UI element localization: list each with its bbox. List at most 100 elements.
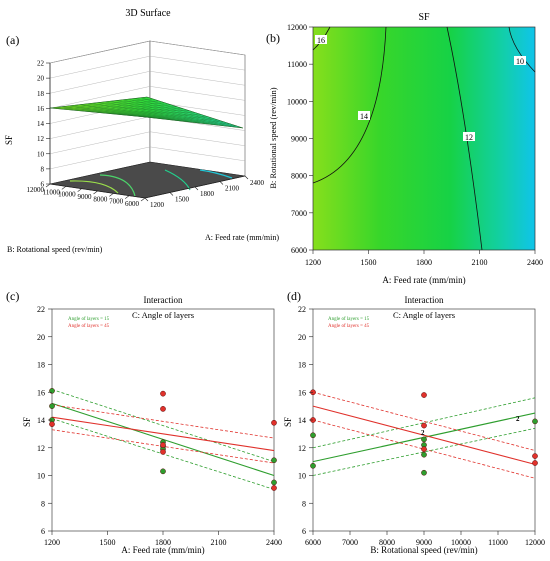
y-tick-label: 6000 [291, 246, 307, 255]
panel-d: (d) Interaction C: Angle of layers Angle… [283, 289, 545, 555]
x-tick-label: 9000 [416, 538, 432, 547]
x-tick-label: 2400 [250, 179, 265, 187]
panel-c-legend-45: Angle of layers = 45 [68, 324, 110, 329]
y-tick-label: 20 [37, 333, 45, 342]
y-tick-label: 8000 [93, 195, 108, 203]
y-tick-label: 16 [37, 388, 45, 397]
data-point [271, 419, 277, 426]
x-tick-label: 2100 [472, 258, 488, 267]
y-tick-label: 10000 [58, 191, 76, 199]
y-tick-label: 16 [298, 388, 306, 397]
y-tick-label: 8 [302, 499, 306, 508]
panel-c-subtitle: C: Angle of layers [132, 310, 194, 320]
data-point [310, 432, 316, 439]
panel-c-x-label: A: Feed rate (mm/min) [121, 545, 204, 555]
data-point [160, 390, 166, 397]
x-tick-label: 2400 [266, 538, 282, 547]
x-tick-label: 2100 [211, 538, 227, 547]
y-axis-label: B: Rotational speed (rev/min) [7, 245, 103, 254]
z-tick-label: 12 [37, 135, 45, 143]
data-point [310, 462, 316, 469]
contour-line-12 [446, 26, 483, 251]
panel-c-plot-area [51, 308, 275, 532]
contour-label-14: 14 [358, 111, 370, 121]
z-tick-label: 18 [37, 90, 45, 98]
panel-d-y-label: SF [283, 417, 293, 427]
panel-d-points [310, 389, 538, 476]
panel-b-title: SF [418, 12, 430, 23]
y-tick-label: 11000 [287, 60, 307, 69]
y-tick-label: 18 [37, 361, 45, 370]
contour-line-10 [508, 26, 536, 73]
panel-d-point-label-center: 2 [421, 429, 425, 437]
x-tick-label: 6000 [305, 538, 321, 547]
y-tick-label: 10 [37, 472, 45, 481]
floor-contour-4 [199, 169, 233, 179]
contour-plot-area [312, 26, 536, 251]
y-tick-label: 14 [37, 416, 45, 425]
panel-c-x-ticks: 1200 1500 1800 2100 2400 [44, 531, 282, 547]
z-tick-label: 20 [37, 75, 45, 83]
series-line-1 [312, 405, 536, 465]
floor-contour-1 [69, 180, 119, 194]
panel-d-x-ticks: 6000 7000 8000 9000 10000 11000 12000 [305, 531, 545, 547]
data-point [160, 442, 166, 448]
y-tick-label: 18 [298, 361, 306, 370]
series-line-1 [51, 416, 275, 452]
y-tick-label: 6 [302, 527, 306, 536]
y-tick-label: 14 [298, 416, 306, 425]
x-tick-label: 1500 [175, 196, 190, 204]
y-tick-label: 20 [298, 333, 306, 342]
panel-c-y-ticks: 6 8 10 12 14 16 18 20 22 [37, 305, 52, 536]
z-tick-label: 10 [37, 150, 45, 158]
y-tick-label: 8 [41, 499, 45, 508]
y-tick-label: 12000 [287, 23, 307, 32]
panel-d-lines [312, 391, 536, 479]
y-tick-label: 7000 [109, 198, 124, 206]
y-tick-label: 22 [298, 305, 306, 314]
panel-d-title: Interaction [405, 295, 444, 305]
panel-b-x-label: A: Feed rate (mm/min) [382, 275, 465, 285]
y-tick-label: 22 [37, 305, 45, 314]
data-point [271, 457, 277, 464]
svg-text:14: 14 [360, 112, 368, 121]
y-tick-label: 6000 [125, 200, 140, 208]
ci-high-line-1 [312, 391, 536, 451]
panel-d-legend-45: Angle of layers = 45 [328, 324, 370, 329]
data-point [532, 453, 538, 459]
y-tick-label: 9000 [291, 135, 307, 144]
panel-a: (a) 3D Surface 22 20 18 16 14 12 10 8 6 SF 12000… [4, 8, 279, 254]
panel-c-tag: (c) [6, 289, 19, 303]
z-tick-label: 6 [41, 181, 45, 189]
y-tick-label: 12 [298, 444, 306, 453]
x-tick-label: 1800 [416, 258, 432, 267]
panel-d-legend-15: Angle of layers = 15 [328, 317, 370, 322]
z-axis-label: SF [4, 135, 14, 145]
data-point [421, 469, 427, 476]
svg-text:16: 16 [317, 36, 325, 45]
x-tick-label: 1200 [44, 538, 60, 547]
x-tick-label: 1200 [150, 201, 165, 209]
z-tick-label: 8 [41, 165, 45, 173]
svg-text:10: 10 [516, 57, 524, 66]
ci-high-line-1 [51, 404, 275, 439]
data-point [160, 449, 166, 455]
panel-b-x-ticks: 1200 1500 1800 2100 2400 [305, 250, 543, 267]
data-point [421, 436, 427, 443]
y-tick-label: 12 [37, 444, 45, 453]
panel-a-title: 3D Surface [125, 8, 171, 19]
panel-b: (b) SF 16 14 12 10 1200 1500 1800 2100 2400 … [266, 12, 543, 285]
data-point [532, 460, 538, 466]
data-point [421, 392, 427, 398]
data-point [421, 446, 427, 452]
panel-b-tag: (b) [266, 31, 280, 45]
panel-c-title: Interaction [144, 295, 183, 305]
x-tick-label: 1500 [361, 258, 377, 267]
surface-mesh [49, 96, 244, 129]
panel-c-legend-15: Angle of layers = 15 [68, 317, 110, 322]
y-tick-label: 10000 [287, 97, 307, 106]
y-tick-label: 12000 [27, 186, 45, 194]
panel-a-tag: (a) [6, 33, 19, 47]
